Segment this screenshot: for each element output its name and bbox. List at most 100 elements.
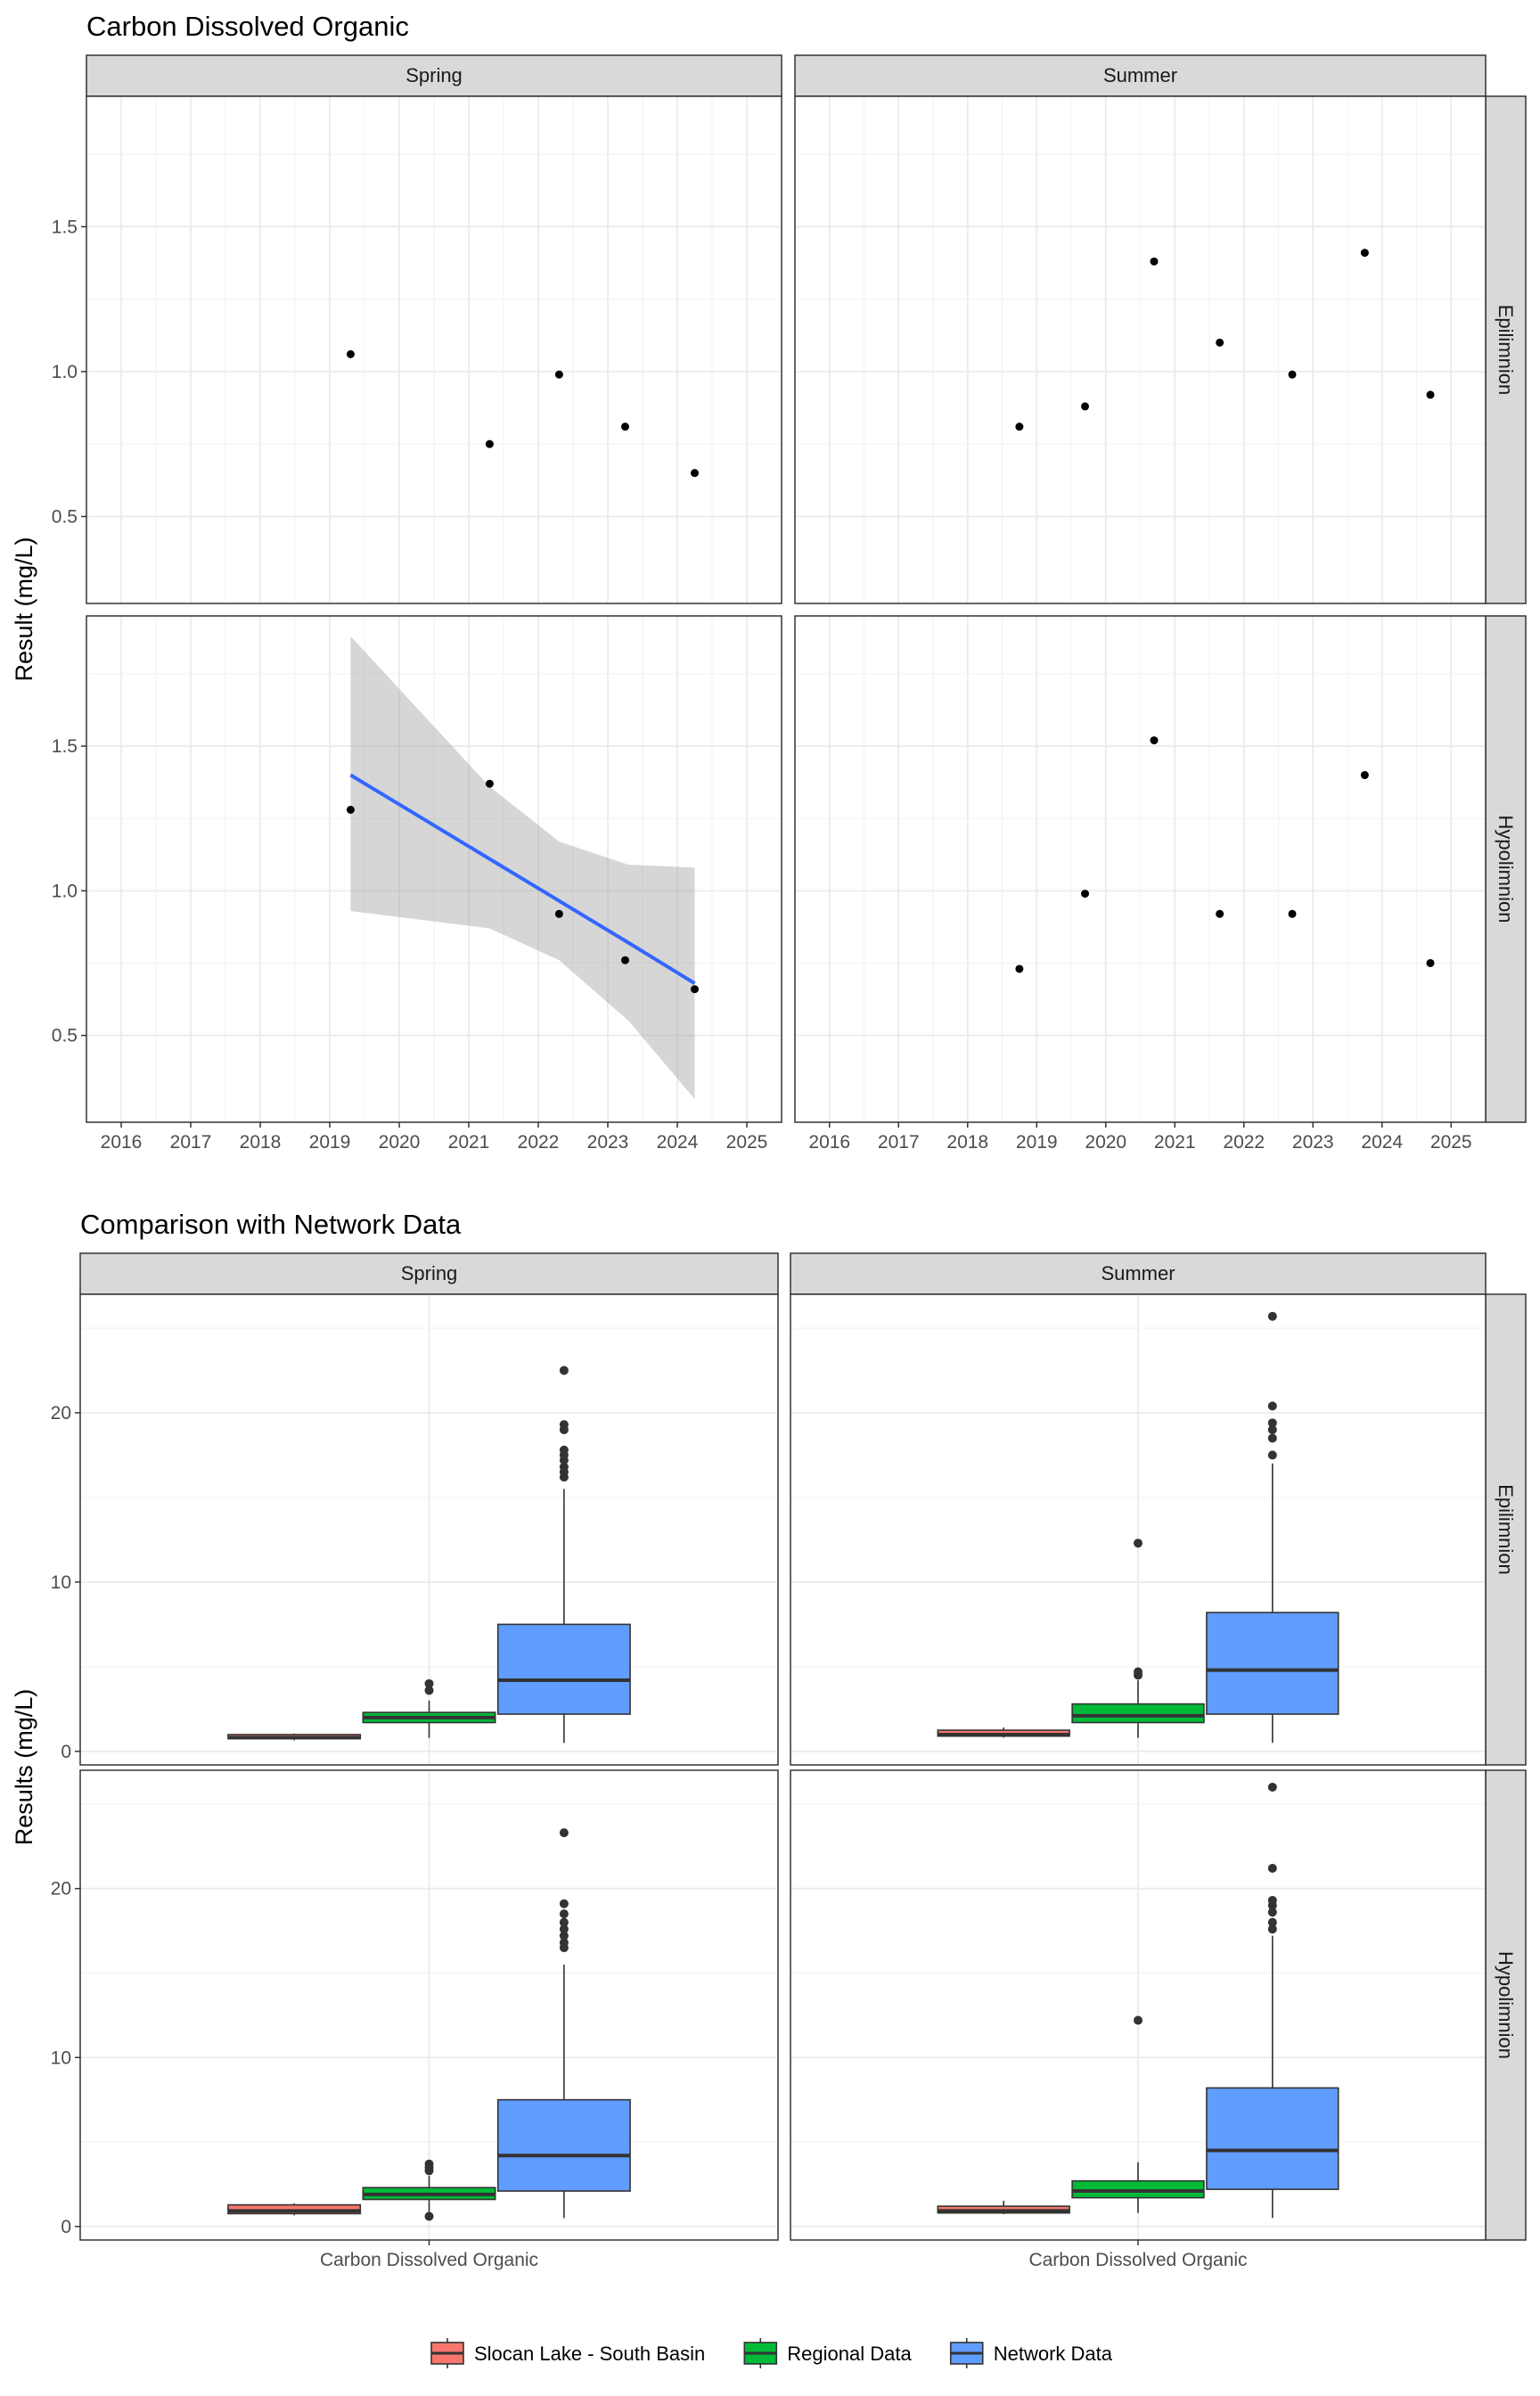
box-network-data-outlier	[1267, 1924, 1277, 1934]
x-tick-label: 2024	[657, 1132, 699, 1153]
data-point	[1360, 771, 1369, 780]
data-point	[1150, 257, 1159, 266]
box-slocan-lake-south-basin	[937, 2201, 1070, 2214]
data-point	[621, 423, 629, 431]
box-network-data-outlier	[1267, 1895, 1277, 1905]
strip-spring	[86, 54, 782, 97]
box-network-data-outlier	[1267, 1401, 1277, 1411]
box-regional-data	[1071, 2015, 1205, 2213]
strip-label-summer: Summer	[1103, 64, 1177, 86]
box-network-data-outlier	[559, 1366, 569, 1375]
data-point	[485, 439, 494, 448]
box-network-data-outlier	[559, 1938, 569, 1948]
box-network-data-outlier	[1267, 1418, 1277, 1428]
data-point	[1081, 890, 1089, 898]
box-network-data-outlier	[1267, 1863, 1277, 1873]
box-regional-data-outlier	[424, 2159, 434, 2169]
x-tick-label: 2018	[946, 1132, 988, 1153]
y-tick-label: 20	[51, 1403, 71, 1424]
strip-label-spring: Spring	[401, 1262, 458, 1284]
box-regional-data-outlier	[1134, 2015, 1143, 2025]
panel-summer-epilimnion-border	[790, 1293, 1487, 1766]
panel-summer-epilimnion-border	[794, 95, 1487, 604]
x-tick-label: 2020	[1085, 1132, 1126, 1153]
data-point	[1288, 370, 1297, 379]
data-point	[1426, 390, 1435, 399]
x-tick-label: Carbon Dissolved Organic	[1028, 2250, 1247, 2270]
box-network-data-iqr	[496, 1623, 631, 1715]
data-point	[1015, 964, 1024, 973]
panel-summer-epilimnion	[794, 95, 1487, 604]
x-tick-label: 2020	[379, 1132, 421, 1153]
data-point	[1216, 909, 1225, 918]
box-regional-data-outlier	[424, 1686, 434, 1695]
strip-label-hypolimnion: Hypolimnion	[1495, 815, 1517, 923]
box-network-data	[496, 1828, 631, 2219]
legend-item-slocan-lake-south-basin-label: Slocan Lake - South Basin	[474, 2343, 705, 2365]
box-network-data-outlier	[1267, 1782, 1277, 1792]
box-network-data-iqr	[1206, 2087, 1339, 2190]
data-point	[346, 349, 355, 358]
x-tick-label: 2025	[726, 1132, 768, 1153]
legend-item-regional-data: Regional Data	[743, 2338, 912, 2368]
box-network-data	[496, 1366, 631, 1744]
x-tick-label: 2022	[1223, 1132, 1265, 1153]
y-tick-label: 0	[61, 2217, 71, 2237]
data-point	[1360, 249, 1369, 258]
y-tick-label: 1.5	[52, 736, 78, 757]
strip-summer	[790, 1252, 1487, 1295]
box-network-data-outlier	[559, 1917, 569, 1927]
box-slocan-lake-south-basin	[227, 2203, 362, 2216]
panel-summer-hypolimnion: Carbon Dissolved Organic	[790, 1769, 1487, 2270]
strip-label-epilimnion: Epilimnion	[1495, 305, 1517, 396]
box-network-data-outlier	[559, 1828, 569, 1838]
x-tick-label: 2018	[240, 1132, 282, 1153]
box-network-data-outlier	[1267, 1433, 1277, 1443]
box-regional-data-outlier	[1134, 1667, 1143, 1677]
data-point	[1150, 736, 1159, 745]
panel-spring-epilimnion: 0.5 1.0 1.5	[52, 95, 782, 604]
x-tick-label: 2017	[170, 1132, 212, 1153]
strip-label-spring: Spring	[405, 64, 463, 86]
legend-item-slocan-lake-south-basin: Slocan Lake - South Basin	[430, 2338, 705, 2368]
y-tick-label: 0.5	[52, 506, 78, 527]
x-tick-label: 2021	[448, 1132, 490, 1153]
strip-label-summer: Summer	[1101, 1262, 1175, 1284]
data-point	[691, 985, 699, 994]
box-network-data-outlier	[559, 1445, 569, 1455]
box-regional-data-outlier	[1134, 1539, 1143, 1548]
panel-spring-epilimnion-border	[86, 95, 782, 604]
legend-item-regional-data-label: Regional Data	[787, 2343, 912, 2365]
box-network-data-outlier	[1267, 1311, 1277, 1321]
x-tick-label: 2016	[808, 1132, 850, 1153]
data-point	[1216, 338, 1225, 347]
box-network-data	[1206, 1782, 1339, 2219]
data-point	[1015, 423, 1024, 431]
box-network-data-outlier	[1267, 1917, 1277, 1927]
box-regional-data-outlier	[424, 1678, 434, 1688]
x-tick-label: Carbon Dissolved Organic	[320, 2250, 538, 2270]
box-regional-data-iqr	[1071, 1703, 1205, 1724]
box-network-data-outlier	[1267, 1450, 1277, 1460]
y-axis-title: Result (mg/L)	[11, 537, 37, 681]
chart-title: Comparison with Network Data	[80, 1209, 462, 1240]
trend-line	[349, 773, 696, 985]
strip-label-epilimnion: Epilimnion	[1495, 1484, 1517, 1575]
y-tick-label: 1.0	[52, 881, 78, 901]
x-tick-label: 2025	[1430, 1132, 1472, 1153]
x-tick-label: 2019	[309, 1132, 351, 1153]
box-slocan-lake-south-basin	[227, 1733, 362, 1741]
carbon-dissolved-organic-chart: Carbon Dissolved Organic Spring Summer Epil…	[11, 11, 1527, 1153]
box-slocan-lake-south-basin	[937, 1727, 1070, 1738]
box-network-data-outlier	[559, 1909, 569, 1919]
x-tick-label: 2016	[101, 1132, 143, 1153]
panel-summer-epilimnion	[790, 1293, 1487, 1766]
box-network-data-iqr	[1206, 1612, 1339, 1715]
strip-spring	[79, 1252, 779, 1295]
box-network-data-outlier	[1267, 1424, 1277, 1434]
box-network-data-outlier	[559, 1924, 569, 1934]
y-tick-label: 20	[51, 1879, 71, 1900]
x-tick-label: 2017	[878, 1132, 920, 1153]
panel-spring-hypolimnion: 0 10 20 Carbon Dissolved Organic	[51, 1769, 779, 2270]
